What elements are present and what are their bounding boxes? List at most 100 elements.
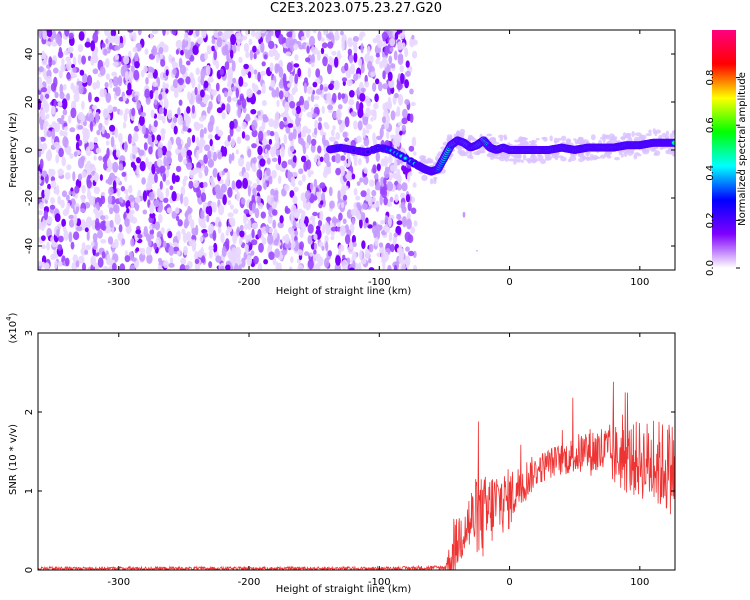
x-axis-label: Height of straight line (km) <box>276 584 412 595</box>
noise-speckle <box>297 249 304 256</box>
noise-speckle <box>383 196 388 206</box>
noise-speckle <box>84 227 89 233</box>
noise-speckle <box>165 30 170 36</box>
noise-speckle <box>258 242 264 253</box>
signal-halo <box>618 151 622 156</box>
isolated-speck <box>476 250 478 252</box>
noise-speckle <box>387 96 392 107</box>
noise-speckle <box>154 90 159 95</box>
noise-speckle <box>347 245 354 255</box>
noise-speckle <box>121 171 127 177</box>
signal-halo <box>620 137 626 141</box>
noise-speckle <box>162 240 167 248</box>
noise-speckle <box>151 30 159 35</box>
noise-speckle <box>274 111 280 123</box>
noise-speckle <box>138 115 145 126</box>
signal-halo <box>459 151 466 157</box>
noise-speckle <box>360 64 365 74</box>
noise-speckle <box>213 30 219 38</box>
noise-speckle <box>81 55 86 65</box>
noise-speckle <box>92 232 98 242</box>
noise-speckle <box>398 32 406 40</box>
noise-speckle <box>261 119 266 131</box>
noise-speckle <box>213 49 217 61</box>
signal-halo <box>616 140 621 143</box>
noise-speckle <box>154 199 160 208</box>
noise-speckle <box>237 107 242 119</box>
noise-speckle <box>149 229 155 236</box>
noise-speckle <box>383 177 387 185</box>
noise-speckle <box>247 219 252 231</box>
noise-speckle <box>115 86 121 97</box>
noise-speckle <box>407 201 412 212</box>
noise-speckle <box>160 59 166 67</box>
y-tick-label: 2 <box>24 409 35 415</box>
noise-speckle <box>312 211 318 217</box>
noise-speckle <box>324 257 330 269</box>
noise-speckle <box>95 111 100 124</box>
noise-speckle <box>39 158 44 170</box>
noise-speckle <box>92 104 98 110</box>
noise-speckle <box>163 197 169 203</box>
noise-speckle <box>158 93 163 101</box>
noise-speckle <box>268 118 275 128</box>
noise-speckle <box>312 188 316 194</box>
noise-speckle <box>106 147 110 159</box>
noise-speckle <box>269 130 275 137</box>
noise-speckle <box>66 72 71 80</box>
noise-speckle <box>217 31 223 37</box>
noise-speckle <box>312 254 319 260</box>
noise-speckle <box>77 173 83 181</box>
noise-speckle <box>411 34 415 40</box>
noise-speckle <box>58 69 63 79</box>
noise-speckle <box>314 95 320 100</box>
noise-speckle <box>57 51 64 59</box>
noise-speckle <box>200 77 205 86</box>
noise-speckle <box>249 49 254 61</box>
noise-speckle <box>154 221 161 231</box>
noise-speckle <box>285 125 291 134</box>
noise-speckle <box>54 122 61 133</box>
noise-speckle <box>371 225 379 235</box>
noise-speckle <box>189 169 195 179</box>
noise-speckle <box>292 171 298 177</box>
noise-speckle <box>97 257 104 268</box>
noise-speckle <box>145 157 149 167</box>
noise-speckle <box>373 102 379 110</box>
noise-speckle <box>63 230 69 241</box>
noise-speckle <box>294 73 299 85</box>
noise-speckle <box>249 66 255 75</box>
noise-speckle <box>361 203 368 210</box>
signal-halo <box>531 140 535 144</box>
noise-speckle <box>200 68 206 80</box>
noise-speckle <box>364 248 371 259</box>
noise-speckle <box>38 260 43 267</box>
noise-speckle <box>401 165 406 172</box>
noise-speckle <box>109 124 116 132</box>
noise-speckle <box>158 47 164 54</box>
noise-speckle <box>68 32 74 40</box>
noise-speckle <box>75 260 80 268</box>
noise-speckle <box>382 83 389 90</box>
noise-speckle <box>363 176 369 185</box>
noise-speckle <box>347 37 353 48</box>
noise-speckle <box>258 130 264 142</box>
noise-speckle <box>227 96 232 103</box>
noise-speckle <box>328 55 333 66</box>
scale-factor-text: (x104) <box>5 312 19 343</box>
noise-speckle <box>394 31 399 40</box>
noise-speckle <box>306 159 312 170</box>
noise-speckle <box>314 154 320 160</box>
noise-speckle <box>186 231 192 242</box>
noise-speckle <box>412 50 418 59</box>
noise-speckle <box>178 99 183 106</box>
noise-speckle <box>372 196 376 203</box>
noise-speckle <box>50 180 57 189</box>
noise-speckle <box>408 250 415 257</box>
noise-speckle <box>317 160 322 167</box>
noise-speckle <box>355 195 361 201</box>
noise-speckle <box>139 161 146 172</box>
noise-speckle <box>163 44 169 53</box>
noise-speckle <box>38 30 43 40</box>
scale-factor-label: (x104) <box>5 312 19 343</box>
